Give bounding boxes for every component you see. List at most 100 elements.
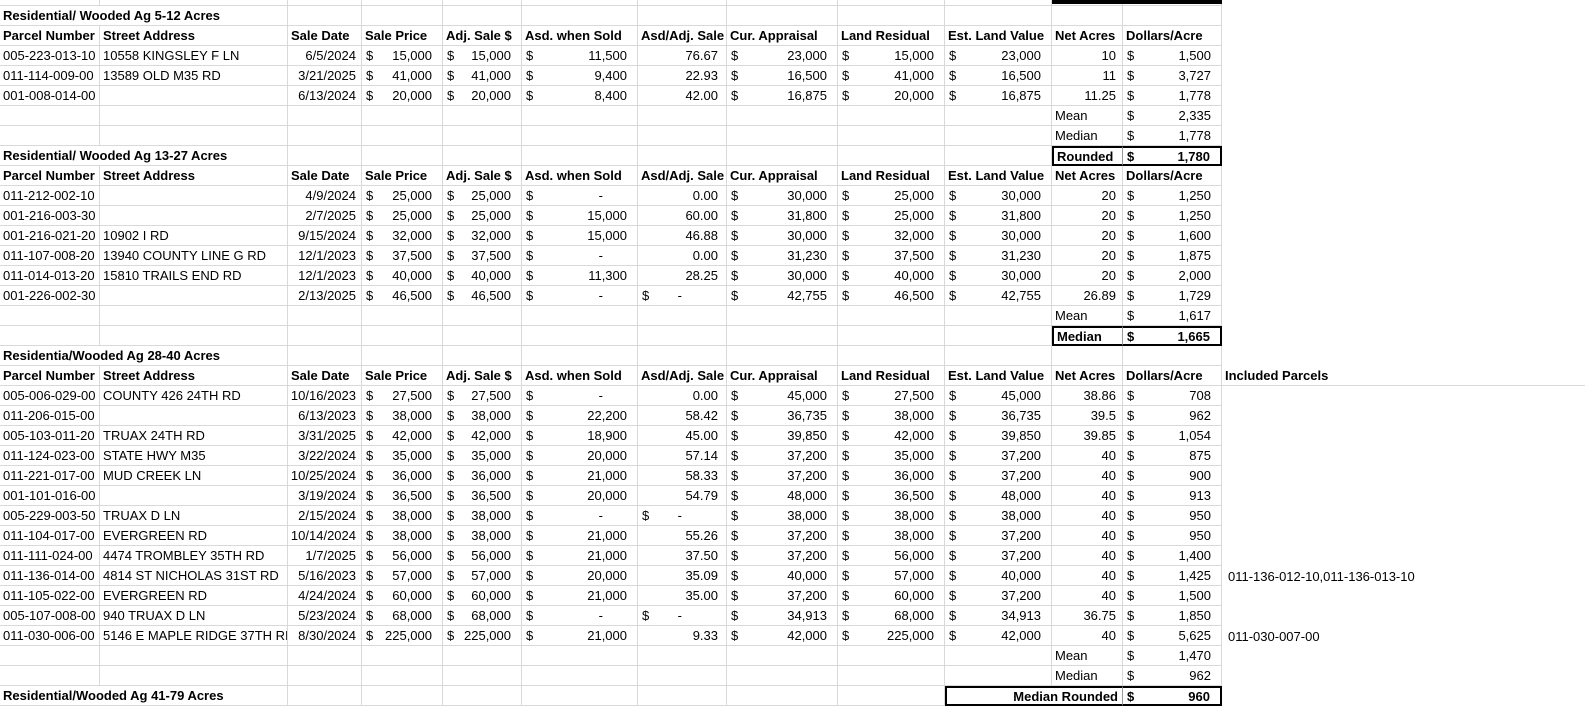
empty-cell[interactable] bbox=[638, 346, 727, 366]
net-acres-cell[interactable]: 11.25 bbox=[1052, 86, 1123, 106]
cur-appraisal-cell[interactable]: $48,000 bbox=[727, 486, 838, 506]
included-parcels-cell[interactable] bbox=[1222, 66, 1585, 86]
empty-cell[interactable] bbox=[0, 126, 100, 146]
summary-label-cell[interactable]: Median Rounded bbox=[945, 686, 1123, 706]
empty-cell[interactable] bbox=[522, 666, 638, 686]
land-residual-cell[interactable]: $15,000 bbox=[838, 46, 945, 66]
sale-price-cell[interactable]: $25,000 bbox=[362, 206, 443, 226]
empty-cell[interactable] bbox=[945, 106, 1052, 126]
street-address-cell[interactable]: 940 TRUAX D LN bbox=[100, 606, 288, 626]
summary-value-cell[interactable]: $962 bbox=[1123, 666, 1222, 686]
asd-adj-sale-cell[interactable]: 0.00 bbox=[638, 386, 727, 406]
summary-label-cell[interactable]: Mean bbox=[1052, 106, 1123, 126]
asd-when-sold-cell[interactable]: $ - bbox=[522, 506, 638, 526]
cur-appraisal-cell[interactable]: $45,000 bbox=[727, 386, 838, 406]
section-title-cell[interactable]: Residentia/Wooded Ag 28-40 Acres bbox=[0, 346, 288, 366]
included-parcels-cell[interactable] bbox=[1222, 386, 1585, 406]
land-residual-cell[interactable]: $40,000 bbox=[838, 266, 945, 286]
dollars-per-acre-cell[interactable]: $1,729 bbox=[1123, 286, 1222, 306]
header-cell[interactable]: Est. Land Value bbox=[945, 366, 1052, 386]
empty-cell[interactable] bbox=[638, 106, 727, 126]
empty-cell[interactable] bbox=[362, 666, 443, 686]
empty-cell[interactable] bbox=[1222, 646, 1585, 666]
asd-when-sold-cell[interactable]: $ - bbox=[522, 386, 638, 406]
sale-date-cell[interactable]: 6/5/2024 bbox=[288, 46, 362, 66]
included-parcels-cell[interactable] bbox=[1222, 426, 1585, 446]
est-land-value-cell[interactable]: $42,000 bbox=[945, 626, 1052, 646]
empty-cell[interactable] bbox=[443, 686, 522, 706]
land-residual-cell[interactable]: $36,500 bbox=[838, 486, 945, 506]
sale-price-cell[interactable]: $60,000 bbox=[362, 586, 443, 606]
empty-cell[interactable] bbox=[522, 326, 638, 346]
sale-date-cell[interactable]: 2/15/2024 bbox=[288, 506, 362, 526]
street-address-cell[interactable]: TRUAX 24TH RD bbox=[100, 426, 288, 446]
header-cell[interactable]: Cur. Appraisal bbox=[727, 166, 838, 186]
header-cell[interactable]: Adj. Sale $ bbox=[443, 26, 522, 46]
included-parcels-cell[interactable] bbox=[1222, 606, 1585, 626]
parcel-number-cell[interactable]: 005-006-029-00 bbox=[0, 386, 100, 406]
included-parcels-cell[interactable] bbox=[1222, 526, 1585, 546]
net-acres-cell[interactable]: 20 bbox=[1052, 226, 1123, 246]
parcel-number-cell[interactable]: 001-216-021-20 bbox=[0, 226, 100, 246]
sale-price-cell[interactable]: $15,000 bbox=[362, 46, 443, 66]
parcel-number-cell[interactable]: 011-136-014-00 bbox=[0, 566, 100, 586]
adj-sale-cell[interactable]: $38,000 bbox=[443, 526, 522, 546]
empty-cell[interactable] bbox=[362, 6, 443, 26]
adj-sale-cell[interactable]: $32,000 bbox=[443, 226, 522, 246]
summary-label-cell[interactable]: Mean bbox=[1052, 646, 1123, 666]
parcel-number-cell[interactable]: 011-107-008-20 bbox=[0, 246, 100, 266]
parcel-number-cell[interactable]: 011-124-023-00 bbox=[0, 446, 100, 466]
street-address-cell[interactable] bbox=[100, 406, 288, 426]
adj-sale-cell[interactable]: $20,000 bbox=[443, 86, 522, 106]
asd-when-sold-cell[interactable]: $21,000 bbox=[522, 626, 638, 646]
empty-cell[interactable] bbox=[1222, 686, 1585, 706]
empty-cell[interactable] bbox=[288, 306, 362, 326]
cur-appraisal-cell[interactable]: $37,200 bbox=[727, 546, 838, 566]
dollars-per-acre-cell[interactable]: $900 bbox=[1123, 466, 1222, 486]
est-land-value-cell[interactable]: $45,000 bbox=[945, 386, 1052, 406]
empty-cell[interactable] bbox=[838, 686, 945, 706]
header-cell[interactable]: Street Address bbox=[100, 26, 288, 46]
header-cell[interactable]: Parcel Number bbox=[0, 26, 100, 46]
street-address-cell[interactable]: EVERGREEN RD bbox=[100, 526, 288, 546]
asd-when-sold-cell[interactable]: $15,000 bbox=[522, 226, 638, 246]
asd-when-sold-cell[interactable]: $21,000 bbox=[522, 586, 638, 606]
empty-cell[interactable] bbox=[100, 126, 288, 146]
cur-appraisal-cell[interactable]: $30,000 bbox=[727, 186, 838, 206]
street-address-cell[interactable]: STATE HWY M35 bbox=[100, 446, 288, 466]
cur-appraisal-cell[interactable]: $31,800 bbox=[727, 206, 838, 226]
empty-cell[interactable] bbox=[1222, 346, 1585, 366]
empty-cell[interactable] bbox=[945, 146, 1052, 166]
land-residual-cell[interactable]: $38,000 bbox=[838, 526, 945, 546]
sale-date-cell[interactable]: 6/13/2023 bbox=[288, 406, 362, 426]
empty-cell[interactable] bbox=[522, 346, 638, 366]
empty-cell[interactable] bbox=[288, 6, 362, 26]
street-address-cell[interactable]: 5146 E MAPLE RIDGE 37TH RD bbox=[100, 626, 288, 646]
header-cell[interactable]: Net Acres bbox=[1052, 366, 1123, 386]
adj-sale-cell[interactable]: $36,000 bbox=[443, 466, 522, 486]
empty-cell[interactable] bbox=[100, 0, 288, 6]
summary-label-cell[interactable]: Rounded bbox=[1052, 146, 1123, 166]
empty-cell[interactable] bbox=[288, 0, 362, 6]
adj-sale-cell[interactable]: $56,000 bbox=[443, 546, 522, 566]
street-address-cell[interactable]: 13589 OLD M35 RD bbox=[100, 66, 288, 86]
empty-cell[interactable] bbox=[0, 306, 100, 326]
header-cell[interactable]: Dollars/Acre bbox=[1123, 166, 1222, 186]
empty-cell[interactable] bbox=[522, 106, 638, 126]
sale-date-cell[interactable]: 4/9/2024 bbox=[288, 186, 362, 206]
empty-cell[interactable] bbox=[443, 306, 522, 326]
empty-cell[interactable] bbox=[362, 686, 443, 706]
est-land-value-cell[interactable]: $16,500 bbox=[945, 66, 1052, 86]
land-residual-cell[interactable]: $38,000 bbox=[838, 406, 945, 426]
asd-when-sold-cell[interactable]: $21,000 bbox=[522, 546, 638, 566]
cur-appraisal-cell[interactable]: $37,200 bbox=[727, 526, 838, 546]
asd-when-sold-cell[interactable]: $22,200 bbox=[522, 406, 638, 426]
dollars-per-acre-cell[interactable]: $1,500 bbox=[1123, 46, 1222, 66]
parcel-number-cell[interactable]: 011-104-017-00 bbox=[0, 526, 100, 546]
street-address-cell[interactable]: COUNTY 426 24TH RD bbox=[100, 386, 288, 406]
header-cell[interactable]: Asd. when Sold bbox=[522, 166, 638, 186]
included-parcels-cell[interactable] bbox=[1222, 206, 1585, 226]
empty-cell[interactable] bbox=[362, 126, 443, 146]
sale-date-cell[interactable]: 10/16/2023 bbox=[288, 386, 362, 406]
empty-cell[interactable] bbox=[362, 646, 443, 666]
